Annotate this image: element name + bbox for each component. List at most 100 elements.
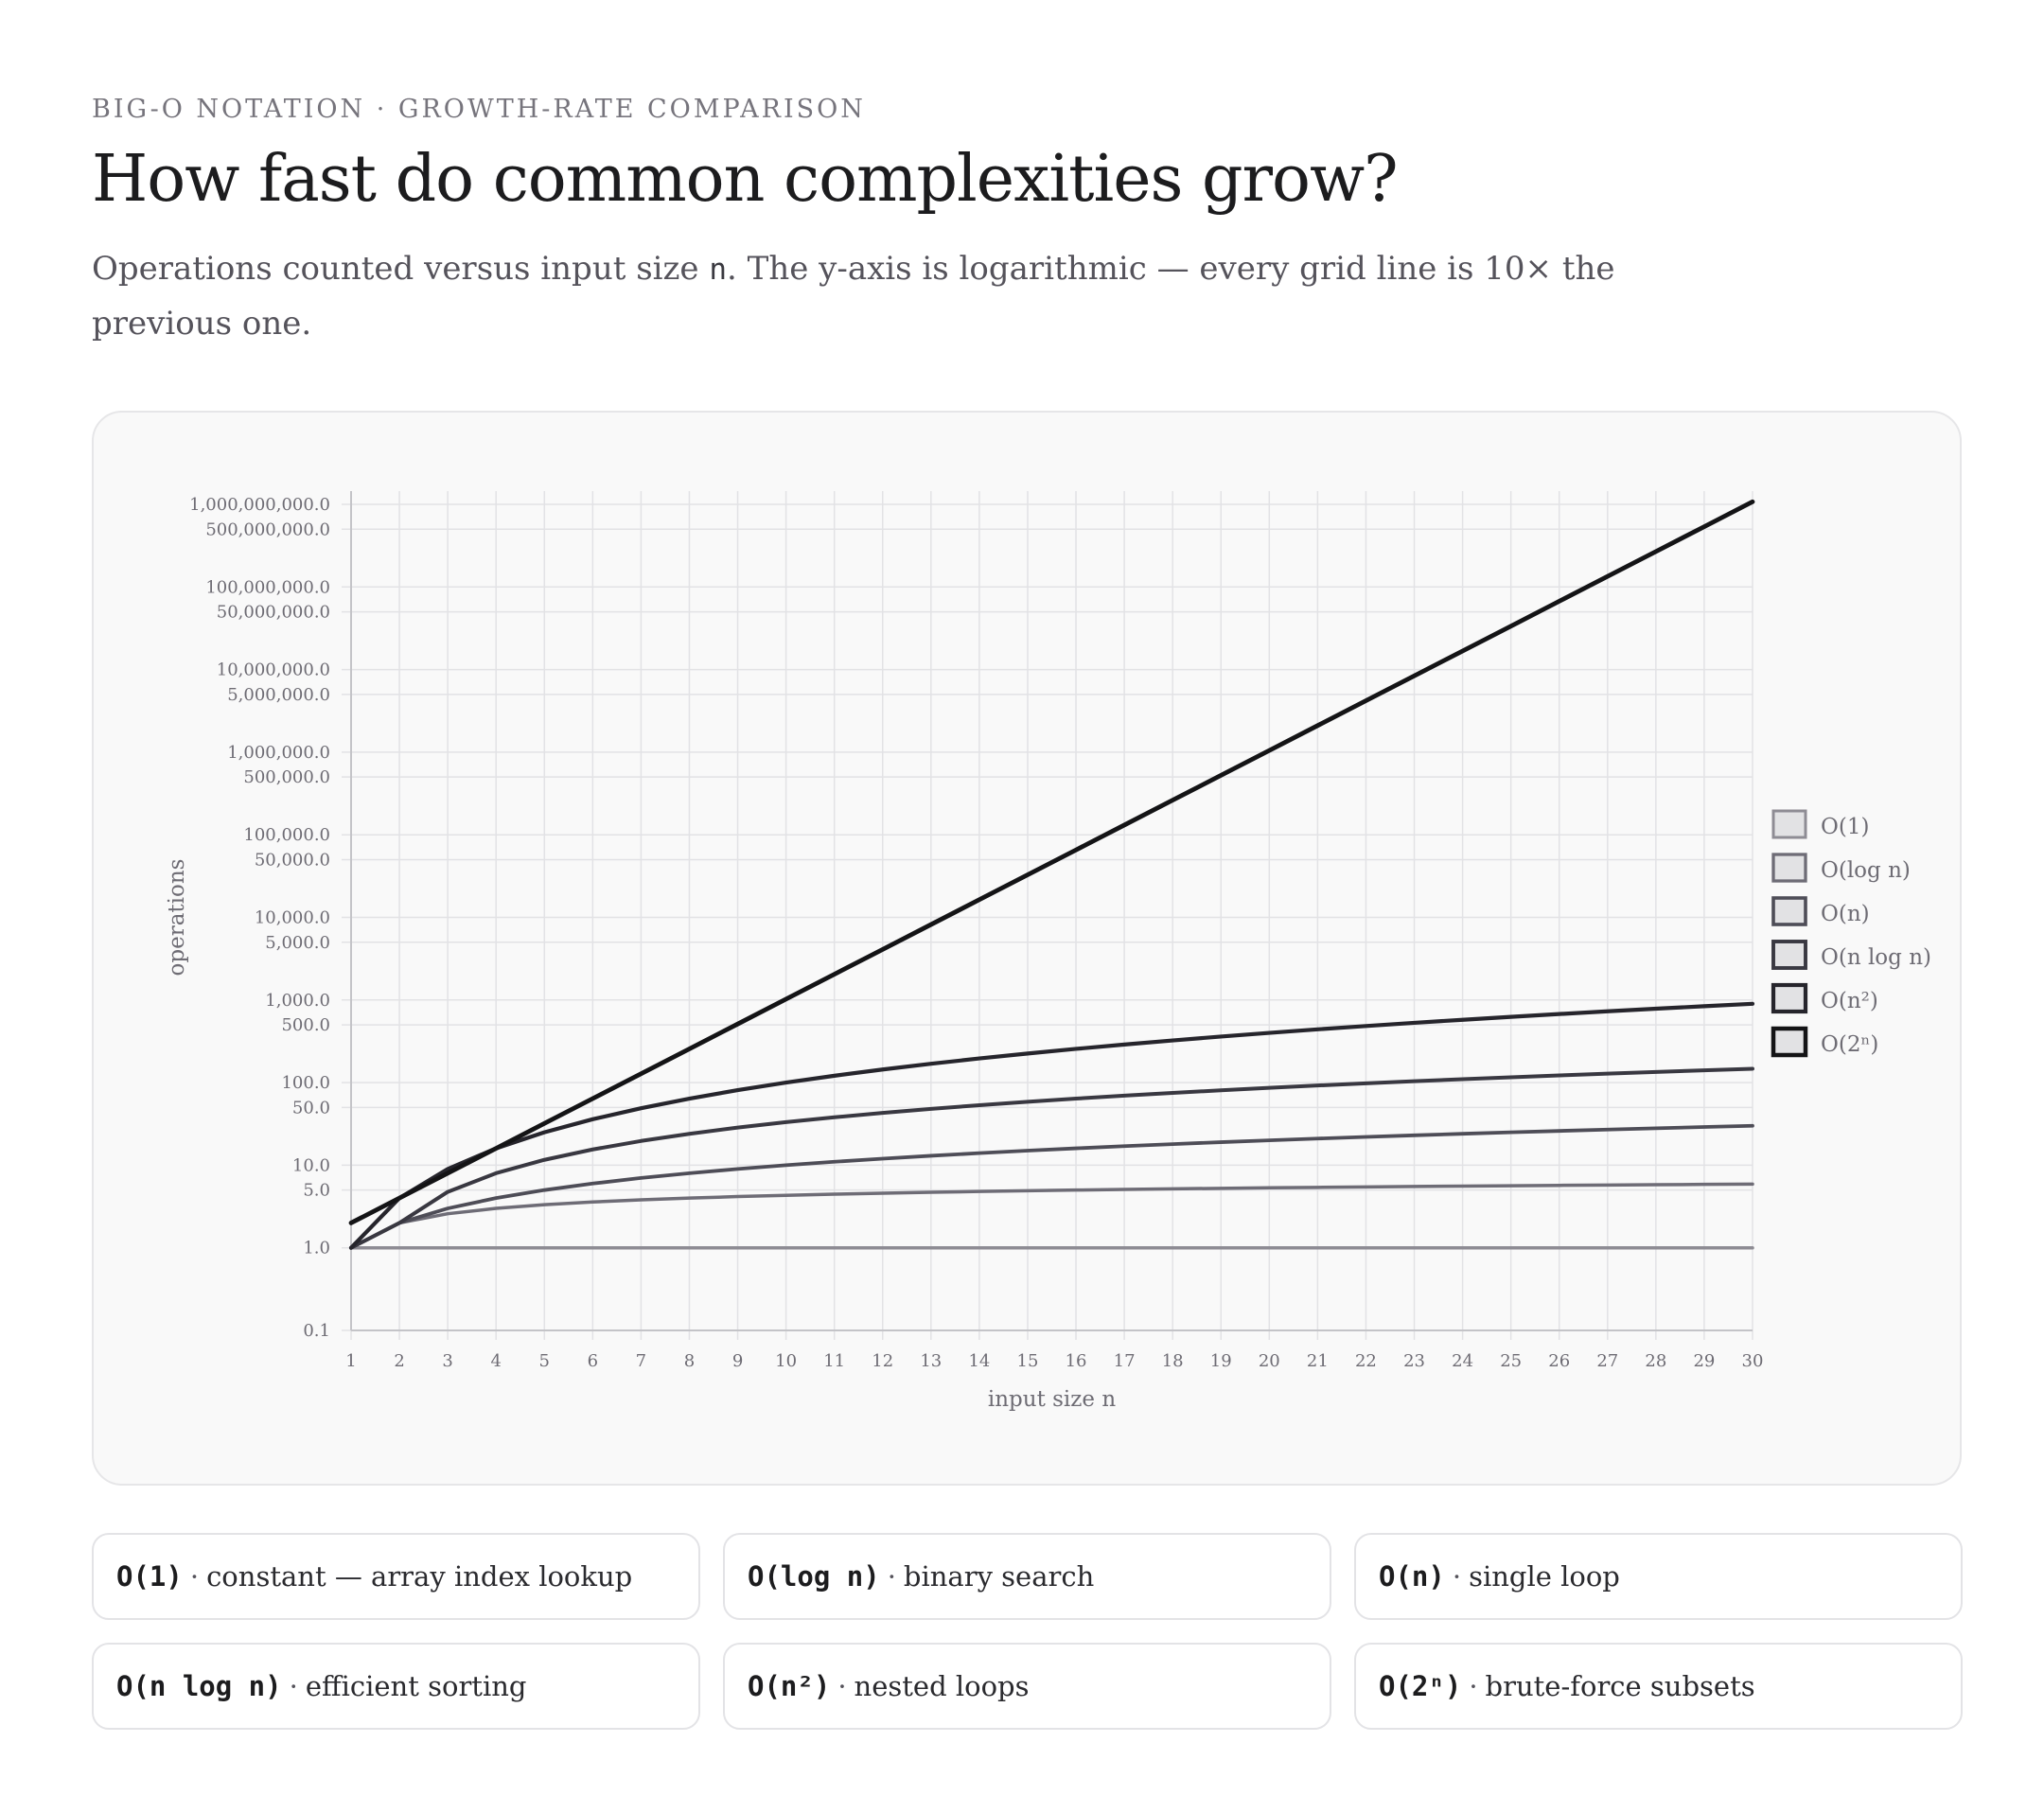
x-tick-label: 28 [1645,1351,1666,1371]
chip-description: nested loops [854,1670,1030,1702]
x-tick-label: 25 [1500,1351,1522,1371]
chip-exponential: O(2ⁿ) · brute-force subsets [1354,1643,1963,1730]
chip-separator: · [837,1670,847,1702]
chip-linear: O(n) · single loop [1354,1533,1963,1620]
x-tick-label: 17 [1114,1351,1136,1371]
growth-rate-chart: 0.1 1.0 5.0 10.0 50.0 100.0 500.0 1,000.0 5,000.… [165,491,1931,1412]
x-tick-label: 12 [872,1351,893,1371]
x-tick-label: 21 [1307,1351,1329,1371]
chip-separator: · [289,1670,298,1702]
chip-constant: O(1) · constant — array index lookup [92,1533,700,1620]
y-tick-label: 50,000.0 [255,850,330,870]
series-line-5 [348,1001,1755,1250]
chip-separator: · [1469,1670,1478,1702]
legend-swatch [1771,1026,1808,1058]
y-tick-label: 100.0 [281,1073,330,1093]
chip-separator: · [189,1560,200,1593]
x-tick-label: 1 [345,1351,356,1371]
y-tick-label: 0.1 [303,1321,330,1341]
x-tick-label: 6 [588,1351,598,1371]
y-tick-label: 1,000,000.0 [227,743,330,763]
y-tick-label: 100,000.0 [243,825,330,845]
legend-swatch [1771,853,1807,883]
chip-separator: · [887,1560,896,1593]
chip-description: binary search [903,1560,1095,1593]
x-tick-label: 18 [1162,1351,1184,1371]
y-tick-label: 5.0 [303,1181,330,1201]
y-tick-label: 10,000,000.0 [217,660,330,680]
x-tick-label: 10 [775,1351,797,1371]
x-tick-label: 27 [1596,1351,1618,1371]
page-eyebrow: BIG-O NOTATION · GROWTH-RATE COMPARISON [92,95,866,124]
x-tick-label: 2 [394,1351,404,1371]
x-tick-label: 3 [442,1351,452,1371]
chip-code: O(n²) [748,1670,831,1702]
y-tick-label: 1,000,000,000.0 [189,495,330,515]
chip-code: O(1) [116,1560,183,1593]
legend-label: O(n log n) [1821,945,1931,970]
x-tick-label: 14 [968,1351,990,1371]
x-tick-label: 15 [1017,1351,1039,1371]
y-tick-label: 10.0 [292,1155,330,1175]
y-tick-label: 50.0 [292,1098,330,1118]
subtitle-text-end: . The y-axis is logarithmic — every grid… [92,250,1615,343]
page-title: How fast do common complexities grow? [92,142,1399,217]
x-tick-label: 23 [1403,1351,1425,1371]
x-tick-label: 16 [1066,1351,1087,1371]
x-tick-label: 8 [684,1351,695,1371]
chip-code: O(n log n) [116,1670,282,1702]
y-tick-label: 500.0 [281,1015,330,1035]
subtitle-code-n: n [709,253,728,287]
x-tick-label: 4 [490,1351,501,1371]
x-tick-label: 30 [1742,1351,1764,1371]
y-tick-label: 10,000.0 [255,908,330,928]
y-tick-label: 500,000,000.0 [205,519,330,539]
x-tick-label: 11 [823,1351,845,1371]
x-tick-label: 5 [539,1351,550,1371]
chip-separator: · [1452,1560,1462,1593]
chip-code: O(n) [1379,1560,1445,1593]
y-tick-label: 5,000.0 [265,933,330,953]
series-line-6 [348,499,1755,1225]
legend-label: O(n²) [1821,989,1878,1013]
legend-swatch [1771,940,1807,970]
x-axis-title: input size n [988,1387,1116,1412]
y-tick-label: 1.0 [303,1239,330,1259]
y-tick-label: 50,000,000.0 [217,603,330,623]
legend-label: O(n) [1821,902,1870,926]
y-tick-label: 5,000,000.0 [227,685,330,705]
chip-description: efficient sorting [305,1670,527,1702]
complexity-chips: O(1) · constant — array index lookup O(log… [92,1533,1964,1730]
x-tick-label: 13 [920,1351,942,1371]
series-line-3 [349,1123,1754,1250]
series-line-2 [349,1182,1754,1250]
chip-logarithmic: O(log n) · binary search [723,1533,1331,1620]
chip-quadratic: O(n²) · nested loops [723,1643,1331,1730]
x-tick-label: 24 [1452,1351,1473,1371]
y-tick-label: 1,000.0 [265,991,330,1011]
y-axis-title: operations [165,859,189,977]
x-tick-label: 9 [732,1351,743,1371]
legend-swatch [1771,809,1807,839]
subtitle-text-start: Operations counted versus input size [92,250,710,288]
chip-description: single loop [1469,1560,1620,1593]
chip-description: constant — array index lookup [206,1560,633,1593]
x-tick-label: 20 [1259,1351,1280,1371]
legend-label: O(log n) [1821,858,1911,883]
x-tick-label: 26 [1548,1351,1570,1371]
chip-linearithmic: O(n log n) · efficient sorting [92,1643,700,1730]
legend-label: O(1) [1821,815,1869,839]
y-tick-label: 500,000.0 [243,767,330,787]
x-tick-label: 29 [1693,1351,1715,1371]
y-tick-label: 100,000,000.0 [205,577,330,597]
page-subtitle: Operations counted versus input size n. … [92,242,1644,351]
chip-description: brute-force subsets [1485,1670,1755,1702]
chip-code: O(2ⁿ) [1379,1670,1462,1702]
x-tick-label: 7 [636,1351,646,1371]
x-tick-label: 19 [1210,1351,1232,1371]
legend-label: O(2ⁿ) [1821,1032,1878,1057]
legend-swatch [1771,896,1807,926]
chart-card: 0.1 1.0 5.0 10.0 50.0 100.0 500.0 1,000.0 5,000.… [92,411,1962,1486]
series-line-4 [349,1066,1754,1250]
legend-swatch [1771,982,1808,1014]
